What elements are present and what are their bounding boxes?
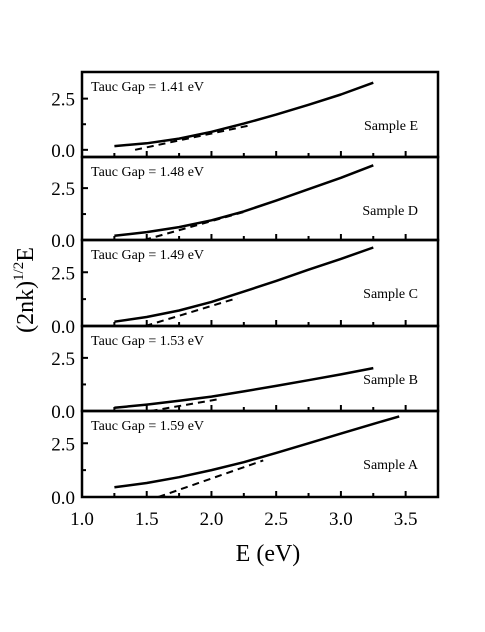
series-curve bbox=[114, 415, 400, 489]
tauc-fit-line bbox=[145, 297, 238, 327]
y-tick-label: 0.0 bbox=[51, 488, 75, 509]
y-tick-label: 2.5 bbox=[51, 263, 75, 284]
x-tick-labels: 1.0 1.5 2.0 2.5 3.0 3.5 bbox=[70, 509, 417, 530]
tauc-gap-label: Tauc Gap = 1.59 eV bbox=[91, 419, 204, 434]
panel-1: 2.5 0.0 Tauc Gap = 1.48 eV Sample D bbox=[51, 155, 440, 252]
sample-label: Sample B bbox=[363, 373, 418, 388]
tauc-fit-line bbox=[143, 211, 245, 241]
x-tick-label: 1.0 bbox=[70, 509, 94, 530]
y-axis-title-exponent: 1/2 bbox=[11, 262, 27, 281]
sample-label: Sample D bbox=[362, 204, 418, 219]
y-tick-label: 2.5 bbox=[51, 434, 75, 455]
sample-label: Sample A bbox=[363, 458, 419, 473]
y-axis-title-base: (2nk) bbox=[13, 281, 39, 333]
tauc-fit-line bbox=[134, 124, 251, 151]
y-tick-label: 0.0 bbox=[51, 317, 75, 338]
sample-label: Sample E bbox=[364, 119, 418, 134]
y-axis-title: (2nk)1/2E bbox=[11, 247, 39, 333]
series-curve bbox=[114, 366, 374, 410]
x-tick-label: 2.5 bbox=[264, 509, 288, 530]
tauc-fit-line bbox=[158, 459, 264, 498]
y-tick-label: 0.0 bbox=[51, 141, 75, 162]
panels-group: 2.5 0.0 Tauc Gap = 1.41 eV Sample E 2.5 0.0 Ta… bbox=[51, 70, 440, 509]
tauc-gap-label: Tauc Gap = 1.48 eV bbox=[91, 165, 204, 180]
panel-0: 2.5 0.0 Tauc Gap = 1.41 eV Sample E bbox=[51, 70, 440, 162]
y-tick-label: 2.5 bbox=[51, 349, 75, 370]
panel-4: 2.5 0.0 Tauc Gap = 1.59 eV Sample A bbox=[51, 409, 440, 509]
series-curve bbox=[114, 81, 374, 148]
x-tick-label: 2.0 bbox=[200, 509, 224, 530]
panel-frame bbox=[80, 409, 440, 499]
x-axis-title: E (eV) bbox=[236, 541, 301, 567]
series-curve bbox=[114, 246, 374, 323]
tauc-gap-label: Tauc Gap = 1.49 eV bbox=[91, 248, 204, 263]
panel-2: 2.5 0.0 Tauc Gap = 1.49 eV Sample C bbox=[51, 238, 440, 338]
y-tick-label: 0.0 bbox=[51, 402, 75, 423]
y-tick-label: 0.0 bbox=[51, 231, 75, 252]
sample-label: Sample C bbox=[363, 287, 418, 302]
y-tick-label: 2.5 bbox=[51, 179, 75, 200]
x-tick-label: 3.5 bbox=[394, 509, 418, 530]
y-tick-label: 2.5 bbox=[51, 90, 75, 111]
tauc-gap-label: Tauc Gap = 1.41 eV bbox=[91, 80, 204, 95]
tauc-gap-label: Tauc Gap = 1.53 eV bbox=[91, 334, 204, 349]
x-tick-label: 3.0 bbox=[329, 509, 353, 530]
panel-3: 2.5 0.0 Tauc Gap = 1.53 eV Sample B bbox=[51, 324, 440, 423]
y-axis-title-suffix: E bbox=[13, 247, 39, 262]
x-tick-label: 1.5 bbox=[135, 509, 159, 530]
series-curve bbox=[114, 164, 374, 238]
